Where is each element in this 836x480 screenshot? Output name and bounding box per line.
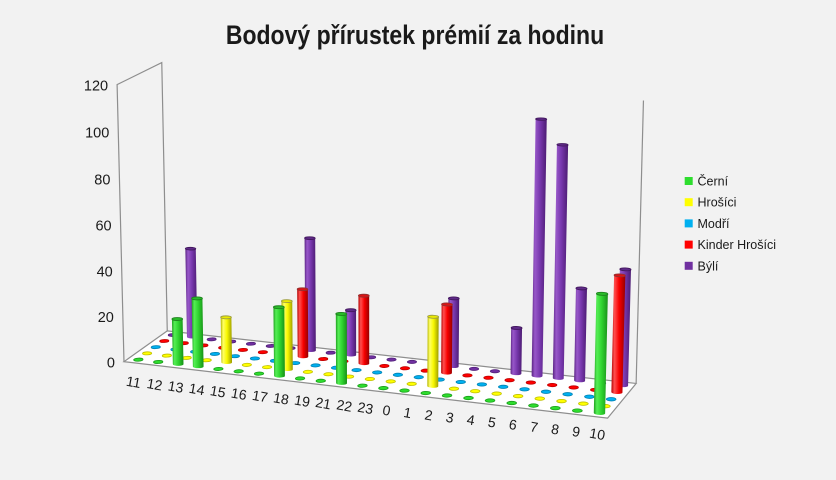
svg-text:11: 11 bbox=[125, 373, 142, 391]
svg-text:18: 18 bbox=[272, 389, 290, 407]
svg-text:4: 4 bbox=[466, 411, 477, 428]
svg-text:3: 3 bbox=[445, 409, 456, 426]
svg-text:6: 6 bbox=[508, 416, 519, 433]
svg-text:15: 15 bbox=[209, 382, 227, 400]
svg-text:80: 80 bbox=[94, 172, 110, 188]
svg-text:8: 8 bbox=[550, 421, 561, 438]
svg-text:Bodový přírustek prémií za hod: Bodový přírustek prémií za hodinu bbox=[226, 20, 604, 50]
svg-text:19: 19 bbox=[293, 392, 311, 410]
svg-text:17: 17 bbox=[251, 387, 269, 405]
svg-text:Býlí: Býlí bbox=[698, 259, 719, 273]
svg-text:21: 21 bbox=[314, 394, 332, 412]
svg-text:Modří: Modří bbox=[698, 217, 730, 231]
svg-text:7: 7 bbox=[529, 418, 540, 435]
svg-text:1: 1 bbox=[402, 404, 413, 421]
svg-text:2: 2 bbox=[423, 406, 434, 423]
svg-text:9: 9 bbox=[571, 423, 582, 440]
svg-text:12: 12 bbox=[146, 375, 164, 393]
svg-text:20: 20 bbox=[98, 310, 114, 326]
svg-text:14: 14 bbox=[188, 380, 206, 398]
svg-text:Černí: Černí bbox=[698, 174, 729, 189]
svg-text:10: 10 bbox=[588, 425, 606, 443]
svg-text:5: 5 bbox=[487, 414, 498, 431]
svg-text:Kinder Hrošíci: Kinder Hrošíci bbox=[698, 238, 777, 252]
svg-text:100: 100 bbox=[85, 126, 109, 142]
svg-text:120: 120 bbox=[84, 78, 108, 94]
svg-text:0: 0 bbox=[381, 402, 392, 419]
svg-text:0: 0 bbox=[107, 355, 115, 371]
svg-text:60: 60 bbox=[95, 219, 111, 235]
svg-text:16: 16 bbox=[230, 385, 248, 403]
svg-text:13: 13 bbox=[167, 377, 185, 395]
svg-text:Hrošíci: Hrošíci bbox=[698, 196, 737, 210]
svg-text:40: 40 bbox=[97, 265, 113, 281]
svg-text:23: 23 bbox=[356, 399, 374, 417]
svg-text:22: 22 bbox=[335, 396, 353, 414]
